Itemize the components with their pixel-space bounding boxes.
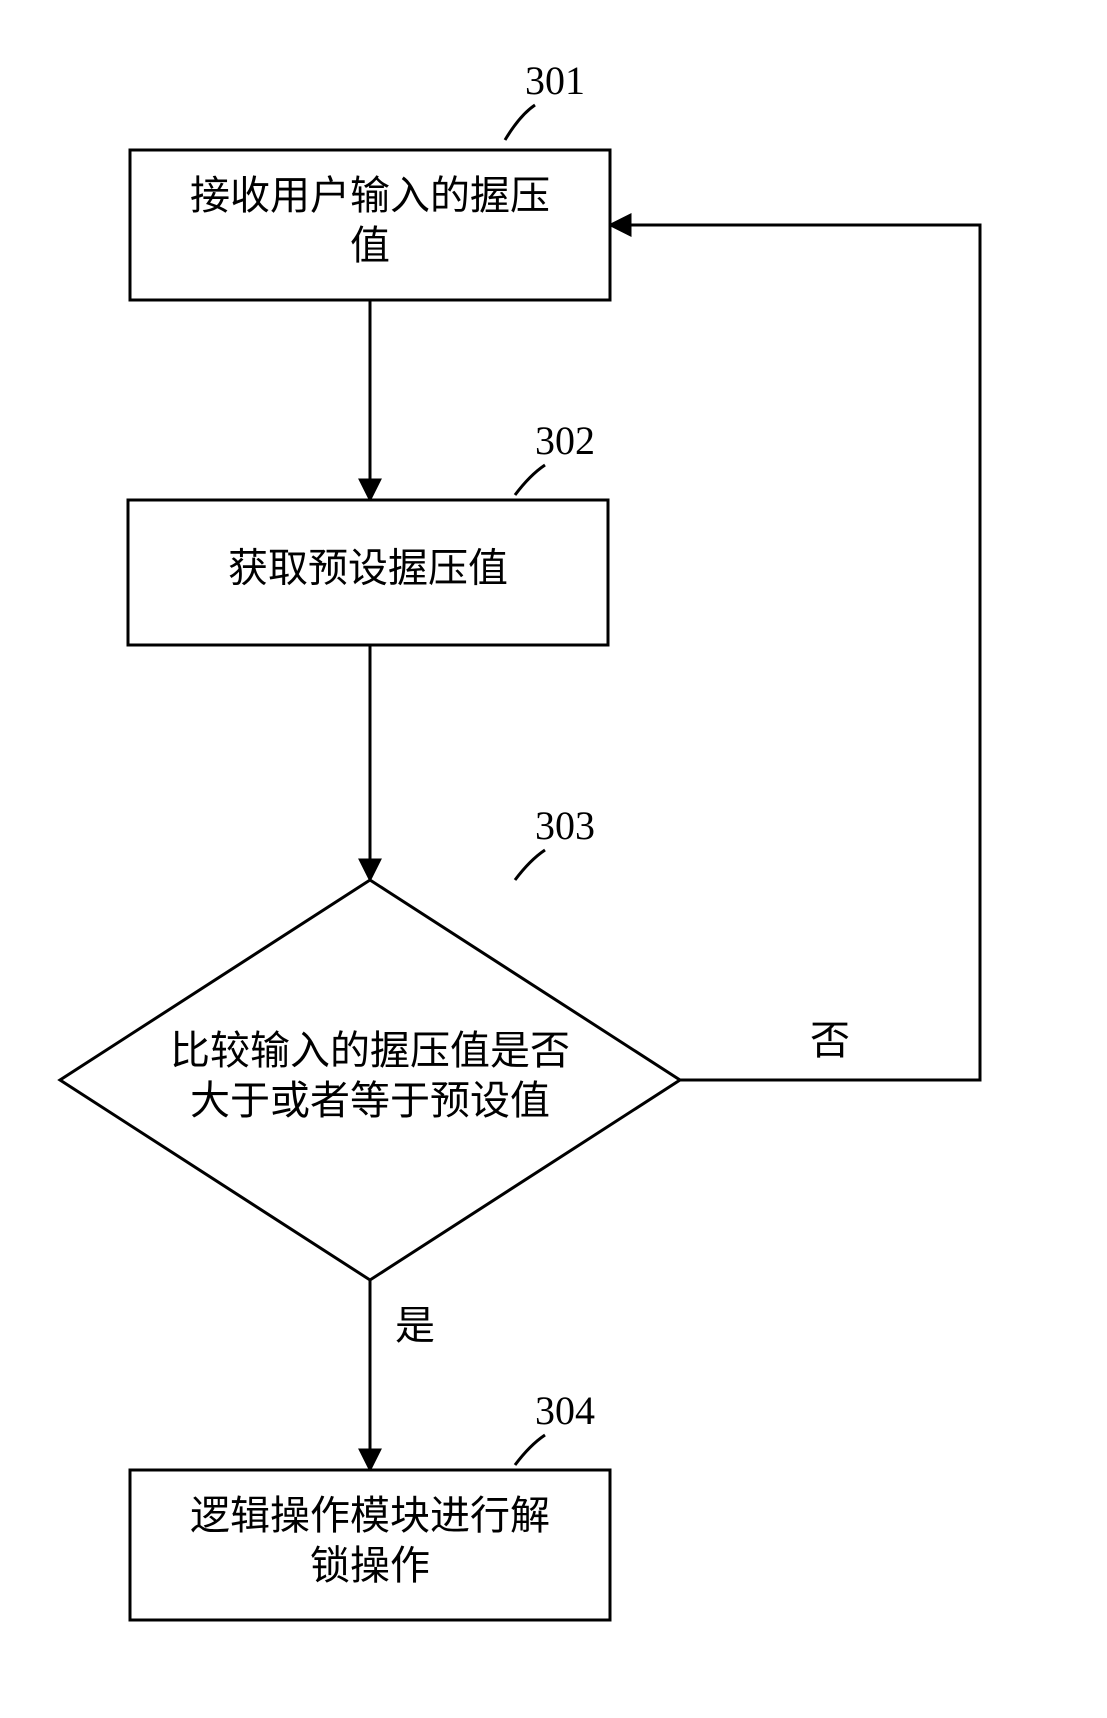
svg-text:锁操作: 锁操作 xyxy=(310,1543,430,1588)
edge-label-e3_yes: 是 xyxy=(395,1303,435,1348)
callout-label-304: 304 xyxy=(535,1388,595,1433)
edge-label-e4_no: 否 xyxy=(810,1018,850,1063)
svg-text:逻辑操作模块进行解: 逻辑操作模块进行解 xyxy=(190,1493,550,1538)
svg-text:比较输入的握压值是否: 比较输入的握压值是否 xyxy=(170,1028,570,1073)
svg-text:值: 值 xyxy=(350,223,390,268)
callout-tick-301 xyxy=(505,105,535,140)
callout-label-301: 301 xyxy=(525,58,585,103)
callout-label-303: 303 xyxy=(535,803,595,848)
svg-text:大于或者等于预设值: 大于或者等于预设值 xyxy=(190,1078,550,1123)
svg-text:获取预设握压值: 获取预设握压值 xyxy=(228,546,508,591)
svg-text:接收用户输入的握压: 接收用户输入的握压 xyxy=(190,173,550,218)
callout-label-302: 302 xyxy=(535,418,595,463)
callout-tick-303 xyxy=(515,850,545,880)
edge-e4_no xyxy=(610,225,980,1080)
callout-tick-302 xyxy=(515,465,545,495)
callout-tick-304 xyxy=(515,1435,545,1465)
